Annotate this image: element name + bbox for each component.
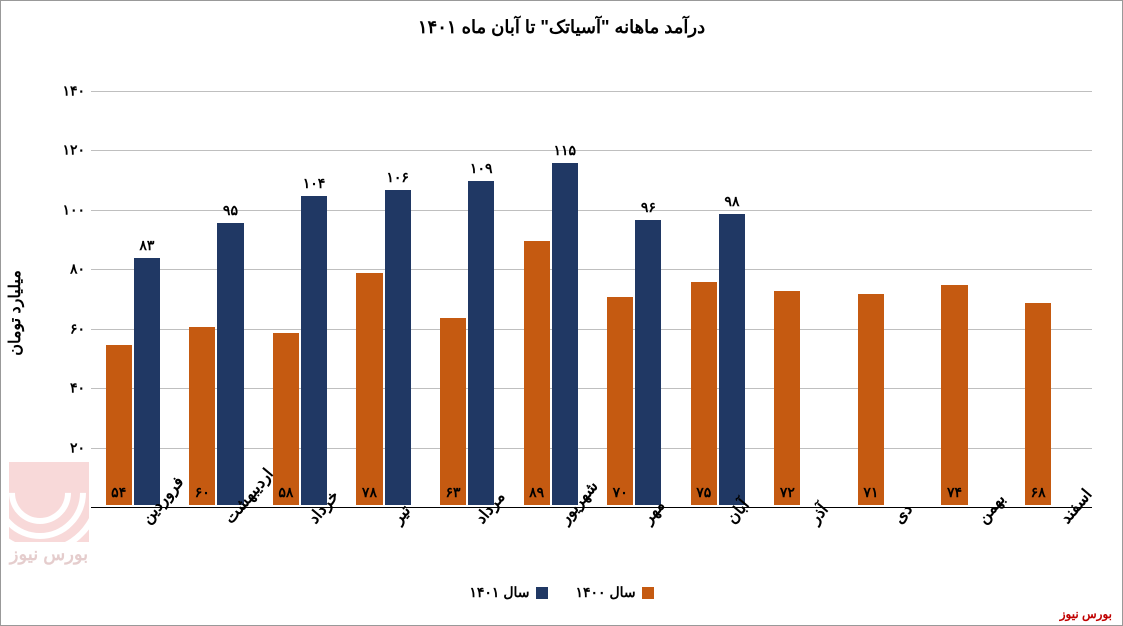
legend-item: سال ۱۴۰۰ [576, 584, 654, 601]
plot-area: ۲۰۴۰۶۰۸۰۱۰۰۱۲۰۱۴۰۵۴۸۳۶۰۹۵۵۸۱۰۴۷۸۱۰۶۶۳۱۰۹… [91, 91, 1092, 505]
bar-value-label: ۶۸ [1031, 484, 1046, 501]
bar: ۸۹ [524, 241, 550, 505]
bar [301, 196, 327, 505]
bar-value-label: ۷۵ [696, 484, 711, 501]
bar-value-label: ۶۳ [446, 484, 461, 501]
bar-value-label: ۱۱۵ [545, 142, 585, 159]
bar: ۶۳ [440, 318, 466, 505]
bars-layer: ۵۴ ۸۳ ۶۰ ۹۵ ۵۸ ۱۰۴ ۷۸ ۱۰۶ ۶۳ ۱۰۹ ۸۹ ۱۱۵ ۷۰ ۹۶ ۷۵ ۹۸ ۷۲ ۷۱… [91, 91, 1092, 505]
legend-item: سال ۱۴۰۱ [469, 584, 547, 601]
bar-value-label: ۸۹ [529, 484, 544, 501]
bar: ۷۸ [356, 273, 382, 505]
y-tick-label: ۴۰ [47, 380, 85, 397]
y-tick-label: ۱۴۰ [47, 83, 85, 100]
bar-value-label: ۷۴ [947, 484, 962, 501]
legend-swatch [536, 587, 548, 599]
bar-value-label: ۹۵ [210, 202, 250, 219]
bar-value-label: ۷۰ [613, 484, 628, 501]
bar-value-label: ۹۶ [628, 199, 668, 216]
y-tick-label: ۶۰ [47, 320, 85, 337]
bar [719, 214, 745, 505]
bar-value-label: ۸۳ [127, 237, 167, 254]
bar-value-label: ۹۸ [712, 193, 752, 210]
bar: ۷۱ [858, 294, 884, 505]
bar [635, 220, 661, 505]
y-tick-label: ۸۰ [47, 261, 85, 278]
bar: ۷۵ [691, 282, 717, 505]
bar-value-label: ۵۸ [278, 484, 293, 501]
legend-label: سال ۱۴۰۱ [469, 584, 529, 600]
legend-label: سال ۱۴۰۰ [576, 584, 636, 600]
bar-value-label: ۷۸ [362, 484, 377, 501]
bar [468, 181, 494, 505]
bar-value-label: ۷۲ [780, 484, 795, 501]
legend: سال ۱۴۰۰ سال ۱۴۰۱ [1, 584, 1122, 601]
bar [385, 190, 411, 505]
legend-swatch [642, 587, 654, 599]
y-axis-title: میلیارد تومان [5, 270, 25, 356]
bar-value-label: ۱۰۹ [461, 160, 501, 177]
y-tick-label: ۲۰ [47, 439, 85, 456]
bar: ۶۸ [1025, 303, 1051, 505]
bar: ۵۴ [106, 345, 132, 505]
chart-container: درآمد ماهانه "آسیاتک" تا آبان ماه ۱۴۰۱ م… [0, 0, 1123, 626]
watermark-text: بورس نیوز [9, 544, 89, 565]
chart-title: درآمد ماهانه "آسیاتک" تا آبان ماه ۱۴۰۱ [1, 17, 1122, 38]
bar [217, 223, 243, 505]
bar: ۶۰ [189, 327, 215, 505]
bar-value-label: ۱۰۴ [294, 175, 334, 192]
y-tick-label: ۱۰۰ [47, 201, 85, 218]
bar-value-label: ۵۴ [111, 484, 126, 501]
watermark: بورس نیوز [9, 462, 89, 565]
bar: ۵۸ [273, 333, 299, 505]
bar [134, 258, 160, 505]
y-tick-label: ۱۲۰ [47, 142, 85, 159]
x-tick-label: تیر [388, 501, 415, 528]
bar [552, 163, 578, 505]
bar-value-label: ۷۱ [863, 484, 878, 501]
bar: ۷۲ [774, 291, 800, 505]
bar-value-label: ۱۰۶ [378, 169, 418, 186]
footer-credit: بورس نیوز [1060, 607, 1112, 621]
bar: ۷۴ [941, 285, 967, 505]
bar: ۷۰ [607, 297, 633, 505]
watermark-logo [9, 462, 89, 542]
bar-value-label: ۶۰ [195, 484, 210, 501]
